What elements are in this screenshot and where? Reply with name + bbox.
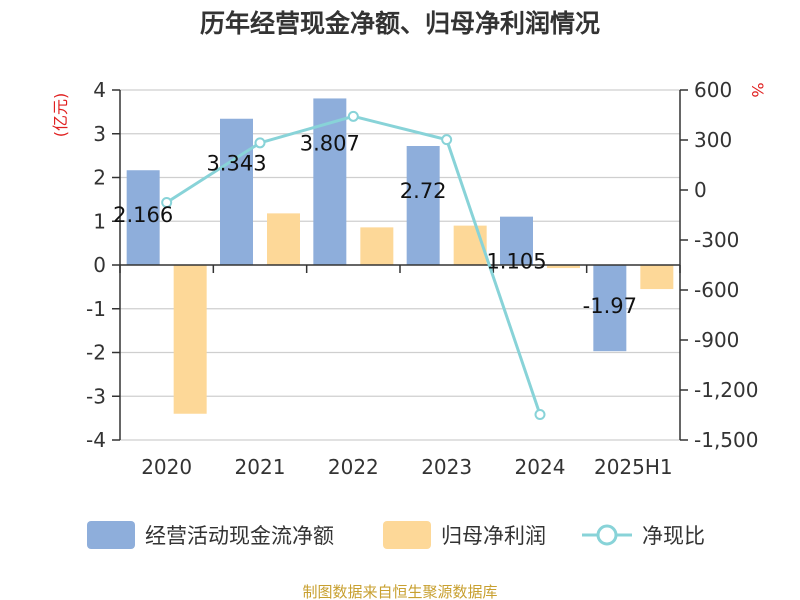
- chart-title: 历年经营现金净额、归母净利润情况: [200, 9, 600, 38]
- right-axis-tick-label-5: -900: [694, 328, 739, 352]
- x-axis-tick-label-2024: 2024: [515, 455, 566, 479]
- left-axis-tick-label-1: 3: [93, 122, 106, 146]
- x-axis-tick-label-2025H1: 2025H1: [594, 455, 673, 479]
- legend-swatch-cashflow: [87, 521, 135, 549]
- left-axis-tick-label-0: 4: [93, 78, 106, 102]
- legend-swatch-profit: [383, 521, 431, 549]
- ratio-point-2021: [254, 137, 266, 149]
- bar-series1-2025H1: [640, 265, 674, 290]
- ratio-point-2022: [347, 110, 359, 122]
- data-label-2020: 2.166: [113, 203, 173, 227]
- right-axis-tick-label-7: -1,500: [694, 428, 758, 452]
- legend-label-ratio: 净现比: [642, 524, 705, 548]
- bar-series1-2024: [547, 265, 580, 269]
- bars: [126, 98, 674, 414]
- x-axis-tick-label-2022: 2022: [328, 455, 379, 479]
- legend-label-cashflow: 经营活动现金流净额: [145, 524, 334, 548]
- bar-series1-2020: [173, 265, 207, 414]
- legend: 经营活动现金流净额 归母净利润 净现比: [87, 521, 705, 549]
- bar-series0-2021: [220, 118, 253, 266]
- right-axis-tick-label-2: 0: [694, 178, 707, 202]
- bar-series0-2025H1: [593, 265, 627, 352]
- left-axis-tick-label-7: -3: [86, 384, 106, 408]
- data-label-2023: 2.72: [400, 179, 447, 203]
- data-label-2025H1: -1.97: [583, 294, 637, 318]
- data-labels: 2.166 3.343 3.807 2.72 1.105 -1.97: [113, 131, 637, 318]
- source-note: 制图数据来自恒生聚源数据库: [302, 583, 497, 600]
- left-axis-tick-label-4: 0: [93, 253, 106, 277]
- bar-series1-2021: [267, 213, 300, 265]
- left-axis-tick-label-2: 2: [93, 166, 106, 190]
- x-axis-tick-label-2023: 2023: [421, 455, 472, 479]
- ratio-point-2023: [441, 134, 453, 146]
- left-axis-tick-label-3: 1: [93, 209, 106, 233]
- right-axis-tick-label-4: -600: [694, 278, 739, 302]
- ratio-point-2024: [534, 409, 546, 420]
- left-axis-tick-label-8: -4: [86, 428, 106, 452]
- bar-series0-2024: [500, 216, 533, 265]
- bar-series1-2022: [360, 227, 394, 265]
- right-axis-tick-label-6: -1,200: [694, 378, 758, 402]
- left-axis-tick-label-6: -2: [86, 341, 106, 365]
- right-axis-tick-label-1: 300: [694, 128, 732, 152]
- gridlines: [120, 89, 680, 441]
- axes: 4 3 2 1 0 -1 -2 -3 -4 600 300 0 -300 -600 -900 -1,200 -1…: [86, 78, 758, 479]
- right-axis-tick-label-3: -300: [694, 228, 739, 252]
- x-axis-tick-label-2020: 2020: [141, 455, 192, 479]
- data-label-2022: 3.807: [300, 131, 360, 155]
- data-label-2024: 1.105: [486, 250, 546, 274]
- left-axis-tick-label-5: -1: [86, 297, 106, 321]
- ratio-point-2020: [161, 197, 173, 208]
- legend-label-profit: 归母净利润: [441, 524, 546, 548]
- ratio-line: [161, 110, 546, 420]
- right-axis-unit: %: [748, 82, 767, 97]
- right-axis-tick-label-0: 600: [694, 78, 732, 102]
- bar-series0-2023: [406, 146, 440, 265]
- x-axis-tick-label-2021: 2021: [235, 455, 286, 479]
- legend-swatch-ratio-marker: [596, 524, 618, 546]
- left-axis-unit: (亿元): [51, 93, 70, 138]
- bar-series0-2020: [126, 170, 160, 265]
- data-label-2021: 3.343: [206, 152, 266, 176]
